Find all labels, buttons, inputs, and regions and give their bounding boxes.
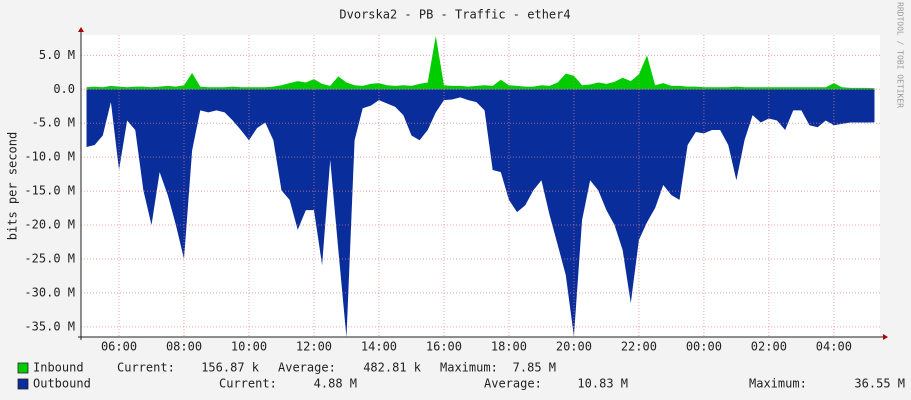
- watermark: RRDTOOL / TOBI OETIKER: [896, 2, 905, 108]
- legend-stat-label: Average:: [278, 361, 336, 375]
- y-tick-label: -20.0 M: [24, 218, 75, 232]
- x-tick-label: 04:00: [816, 340, 852, 354]
- x-tick-label: 12:00: [296, 340, 332, 354]
- legend-stat-label: Maximum:: [749, 377, 807, 391]
- x-tick-label: 08:00: [166, 340, 202, 354]
- legend-label: Outbound: [33, 377, 91, 391]
- y-tick-label: -25.0 M: [24, 251, 75, 265]
- legend-stat-value: 36.55 M: [854, 377, 905, 391]
- legend-stat-value: 156.87 k: [201, 361, 260, 375]
- y-tick-label: -35.0 M: [24, 319, 75, 333]
- legend-swatch: [17, 378, 29, 390]
- legend-stat-value: 4.88 M: [314, 377, 357, 391]
- legend-stat-label: Current:: [219, 377, 277, 391]
- legend-swatch: [17, 362, 29, 374]
- x-tick-label: 20:00: [556, 340, 592, 354]
- legend-stat-label: Current:: [117, 361, 175, 375]
- series-area: [86, 89, 875, 338]
- y-axis-label: bits per second: [6, 132, 20, 240]
- plot-area: [81, 35, 880, 337]
- x-tick-label: 22:00: [621, 340, 657, 354]
- legend-label: Inbound: [33, 361, 84, 375]
- x-tick-label: 16:00: [426, 340, 462, 354]
- legend-stat-label: Average:: [484, 377, 542, 391]
- y-tick-label: -30.0 M: [24, 285, 75, 299]
- legend-stat-value: 482.81 k: [363, 361, 422, 375]
- x-tick-label: 18:00: [491, 340, 527, 354]
- y-tick-label: 5.0 M: [39, 48, 75, 62]
- y-tick-label: 0.0: [53, 82, 75, 96]
- axis-arrow: [78, 27, 84, 32]
- axis-arrow: [883, 334, 888, 340]
- y-tick-label: -5.0 M: [32, 116, 75, 130]
- y-tick-label: -10.0 M: [24, 150, 75, 164]
- x-tick-label: 06:00: [101, 340, 137, 354]
- legend-stat-value: 7.85 M: [513, 361, 556, 375]
- y-tick-label: -15.0 M: [24, 184, 75, 198]
- x-tick-label: 14:00: [361, 340, 397, 354]
- x-tick-label: 10:00: [231, 340, 267, 354]
- legend-stat-value: 10.83 M: [577, 377, 628, 391]
- legend-stat-label: Maximum:: [440, 361, 498, 375]
- x-tick-label: 02:00: [751, 340, 787, 354]
- x-tick-label: 00:00: [686, 340, 722, 354]
- chart-title: Dvorska2 - PB - Traffic - ether4: [339, 8, 570, 22]
